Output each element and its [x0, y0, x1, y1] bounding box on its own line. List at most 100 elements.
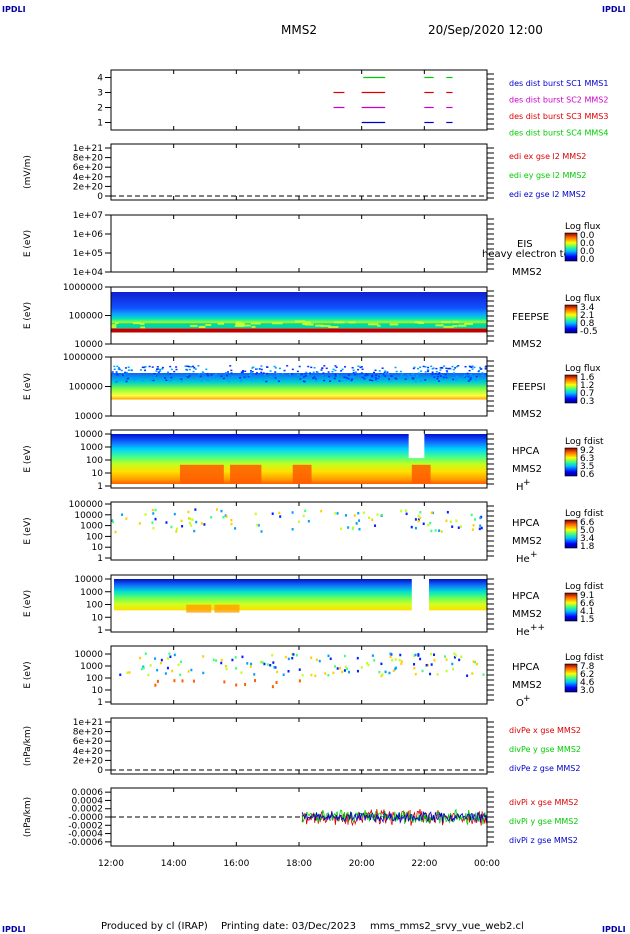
hpca_he-sample	[114, 530, 117, 534]
hpca-o-sample	[154, 683, 157, 687]
divpi-y-tick-label: -0.0000	[68, 813, 103, 823]
time-axis-label: 18:00	[286, 859, 312, 869]
feepsi-colorbar-tick: 0.3	[580, 397, 594, 407]
hpca_he-colorbar-title: Log fdist	[565, 509, 604, 519]
hpca_o-sample	[466, 674, 469, 677]
feepsi-speckle	[403, 376, 406, 378]
feepse-y-tick-label: 10000	[74, 340, 103, 350]
hpca_he-sample	[154, 508, 157, 512]
edi-y-tick-label: 4e+20	[73, 173, 104, 183]
feepsi-speckle	[325, 367, 328, 370]
hpca_o-sample	[246, 662, 249, 665]
hpca_he-sample	[257, 524, 260, 527]
hpca-o-sample	[192, 679, 195, 683]
hpca-hepp-warm-region	[186, 604, 212, 613]
hpca_o-sample	[324, 672, 327, 675]
feepsi-speckle	[431, 368, 434, 370]
feepsi-speckle	[454, 367, 457, 369]
hpca_o-sample	[443, 655, 446, 658]
feepsi-speckle	[334, 373, 337, 376]
feepsi-speckle	[419, 366, 422, 369]
feepsi-speckle	[448, 367, 451, 370]
feepsi-speckle	[331, 371, 334, 373]
hpca_o-sample	[168, 652, 171, 655]
feepsi-speckle	[341, 368, 344, 371]
feepsi-speckle	[377, 377, 380, 380]
feepsi-speckle	[192, 370, 195, 373]
hpca_he-sample	[357, 511, 360, 515]
feepse-speckle	[217, 322, 225, 325]
feepsi-speckle	[149, 376, 152, 379]
hpca_h-y-tick-label: 10	[92, 469, 104, 479]
feepsi-speckle	[395, 378, 398, 380]
feepsi-speckle	[235, 375, 238, 378]
hpca_o-sample	[482, 673, 485, 676]
feepsi-speckle	[464, 365, 467, 368]
hpca_he-sample	[362, 511, 365, 515]
feepsi-speckle	[169, 365, 172, 368]
hpca_he-sample	[419, 511, 422, 514]
feepsi-speckle	[180, 380, 183, 383]
feepsi-speckle	[194, 368, 197, 370]
feepsi-speckle	[438, 372, 441, 374]
feepsi-speckle	[441, 367, 444, 369]
hpca_h-colorbar-tick: 9.2	[580, 446, 594, 456]
feepsi-speckle	[412, 378, 415, 380]
hpca_he-sample	[260, 530, 263, 533]
date-time-title: 20/Sep/2020 12:00	[428, 23, 543, 37]
feepse-speckle	[443, 325, 454, 328]
hpca_o-sample	[276, 670, 279, 674]
divpe-y-tick-label: 8e+20	[73, 728, 104, 738]
hpca-o-sample	[244, 683, 247, 687]
feepsi-speckle	[252, 366, 255, 368]
feepsi-speckle	[417, 372, 420, 374]
hpca_o-sample	[380, 662, 383, 666]
hpca_o-sample	[225, 667, 228, 671]
feepsi-speckle	[113, 368, 116, 371]
feepsi-speckle	[286, 365, 289, 367]
hpca_he-sample	[222, 515, 225, 519]
feepse-speckle	[302, 323, 307, 326]
feepsi-speckle	[328, 375, 331, 378]
hpca_he-sample	[291, 528, 294, 531]
feepsi-speckle	[175, 368, 178, 371]
divpe-y-tick-label: 1e+21	[73, 718, 103, 728]
feepsi-speckle	[185, 365, 188, 367]
feepsi-speckle	[452, 378, 455, 381]
divpe-y-label: (nPa/km)	[23, 726, 33, 766]
feepsi-colorbar-tick: 1.2	[580, 381, 594, 391]
burst-y-tick-label: 1	[97, 119, 103, 129]
feepsi-speckle	[368, 379, 371, 381]
feepsi-speckle	[303, 380, 306, 383]
hpca_he-colorbar	[564, 519, 578, 549]
feepsi-speckle	[249, 370, 252, 372]
hpca_he-sample	[427, 523, 430, 527]
feepsi-speckle	[187, 376, 190, 379]
feepsi-speckle	[435, 370, 438, 373]
feepsi-speckle	[321, 375, 324, 377]
hpca-o-sample	[298, 679, 301, 683]
feepsi-speckle	[444, 373, 447, 376]
feepsi-speckle	[199, 375, 202, 378]
feepsi-speckle	[113, 365, 116, 368]
feepsi-speckle	[316, 378, 319, 381]
feepse-speckle	[190, 324, 198, 327]
hpca_he-sample	[380, 513, 383, 517]
feepsi-speckle	[125, 380, 128, 383]
feepsi-speckle	[384, 375, 387, 377]
hpca_he-sample	[334, 512, 337, 515]
hpca_h-y-tick-label: 100	[86, 456, 103, 466]
hpca_he-sample	[414, 518, 417, 521]
hpca_o-sample	[413, 654, 416, 658]
feepsi-speckle	[485, 373, 488, 376]
edi-y-tick-label: 8e+20	[73, 154, 104, 164]
hpca_he-sample	[449, 520, 452, 523]
feepsi-speckle	[463, 374, 466, 376]
hpca_he-sample	[307, 519, 310, 523]
hpca_hepp-colorbar-tick: 4.1	[580, 607, 594, 617]
feepse-speckle	[111, 324, 117, 327]
hpca_o-sample	[454, 654, 457, 657]
feepsi-speckle	[469, 377, 472, 379]
feepsi-speckle	[262, 379, 265, 382]
